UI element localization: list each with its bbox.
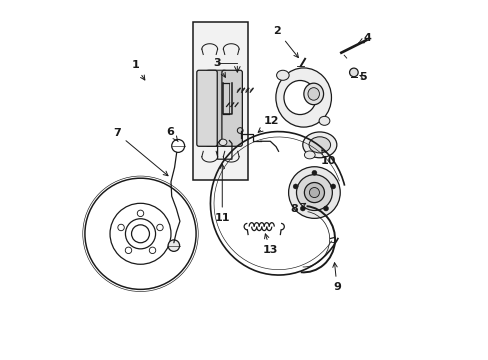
Circle shape: [349, 68, 357, 77]
Circle shape: [288, 167, 340, 219]
Text: 13: 13: [262, 234, 278, 255]
Ellipse shape: [319, 116, 329, 125]
Text: 5: 5: [358, 72, 366, 82]
Text: 3: 3: [213, 58, 225, 77]
Text: 10: 10: [321, 150, 336, 166]
Ellipse shape: [302, 132, 336, 158]
Circle shape: [323, 206, 328, 211]
Circle shape: [300, 206, 305, 211]
Text: 1: 1: [131, 60, 144, 80]
Ellipse shape: [276, 70, 288, 80]
FancyBboxPatch shape: [206, 70, 227, 146]
Ellipse shape: [275, 68, 331, 127]
Ellipse shape: [284, 81, 316, 114]
Circle shape: [293, 184, 298, 189]
FancyBboxPatch shape: [222, 70, 242, 146]
FancyBboxPatch shape: [205, 70, 226, 146]
Circle shape: [304, 183, 324, 203]
Ellipse shape: [219, 139, 226, 145]
Text: 4: 4: [358, 33, 371, 43]
Text: 2: 2: [273, 26, 298, 58]
Circle shape: [311, 170, 316, 175]
Text: 12: 12: [258, 116, 279, 132]
Text: 8: 8: [290, 203, 305, 215]
Text: 11: 11: [214, 164, 229, 222]
Ellipse shape: [303, 83, 323, 105]
Bar: [192, 22, 247, 180]
Ellipse shape: [307, 87, 319, 100]
FancyBboxPatch shape: [196, 70, 217, 146]
Text: 6: 6: [166, 127, 178, 141]
Ellipse shape: [304, 151, 314, 159]
Circle shape: [296, 175, 332, 211]
Ellipse shape: [308, 137, 330, 153]
Text: 7: 7: [113, 129, 168, 176]
Circle shape: [168, 240, 179, 251]
Circle shape: [330, 184, 335, 189]
Text: 9: 9: [332, 263, 340, 292]
Circle shape: [309, 188, 319, 198]
